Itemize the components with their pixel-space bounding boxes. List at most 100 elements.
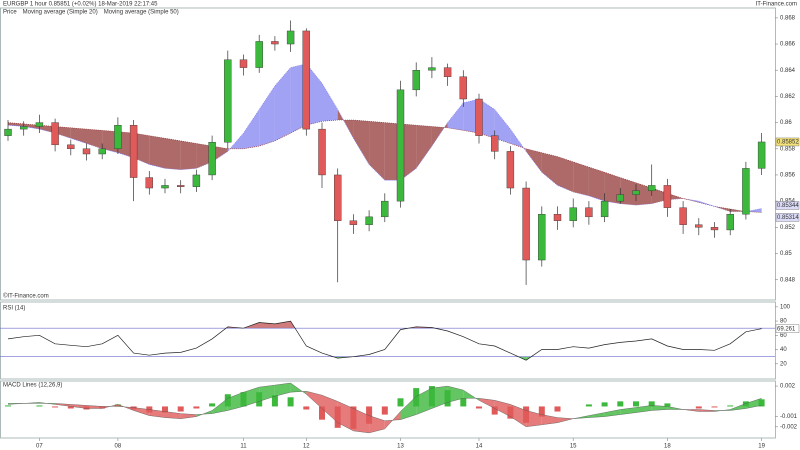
candle-body — [412, 70, 420, 91]
macd-fill — [479, 398, 495, 409]
ma-fill — [306, 63, 322, 126]
candle-body — [663, 185, 672, 208]
x-tick-label: 12 — [303, 444, 310, 450]
panel-title: MACD Lines (12,26,9) — [3, 383, 62, 389]
candle-body — [742, 168, 750, 215]
candle-body — [67, 144, 75, 149]
macd-fill — [180, 413, 197, 419]
macd-fill — [322, 395, 338, 423]
histogram-bar — [177, 406, 184, 412]
rsi-panel — [0, 301, 776, 380]
candle-body — [616, 194, 624, 202]
macd-fill — [588, 412, 605, 418]
y-tick-label: 40 — [780, 347, 787, 353]
candle-body — [4, 128, 12, 136]
macd-fill — [526, 410, 542, 427]
ma-fill — [588, 167, 605, 202]
histogram-bar — [319, 406, 325, 420]
x-tick-label: 13 — [397, 444, 404, 450]
candle-body — [553, 214, 562, 221]
macd-fill — [557, 417, 574, 423]
candle-body — [145, 177, 154, 189]
histogram-bar — [67, 406, 74, 409]
value-tag: 69.261 — [777, 326, 796, 332]
ma-fill — [526, 148, 542, 173]
ma-fill — [447, 102, 464, 131]
candle-body — [129, 124, 138, 178]
candle-body — [98, 148, 106, 155]
candle-body — [20, 126, 28, 130]
histogram-bar — [727, 405, 734, 407]
ma-fill — [196, 143, 213, 169]
macd-fill — [541, 414, 558, 425]
panel-title: RSI (14) — [3, 306, 25, 312]
ma-fill — [39, 125, 56, 134]
ma-fill — [667, 193, 684, 200]
candle-body — [585, 207, 593, 218]
value-tag-box — [775, 137, 800, 147]
histogram-bar — [287, 397, 294, 407]
y-tick-label: 0.864 — [780, 68, 796, 74]
macd-fill — [165, 411, 181, 419]
candle-body — [114, 124, 122, 149]
candle-body — [648, 185, 656, 191]
histogram-bar — [209, 403, 216, 407]
candle-body — [286, 30, 295, 45]
histogram-bar — [648, 401, 655, 407]
x-tick-label: 07 — [36, 444, 43, 450]
ma-fill — [494, 109, 511, 144]
candle-body — [396, 89, 405, 202]
macd-fill — [620, 407, 636, 415]
histogram-bar — [5, 405, 11, 407]
y-tick-label: -0.002 — [780, 424, 798, 430]
histogram-bar — [381, 406, 388, 415]
ma-fill — [180, 140, 197, 170]
macd-fill — [353, 408, 370, 433]
candle-body — [506, 151, 515, 189]
histogram-bar — [695, 406, 702, 409]
ma-fill — [102, 130, 118, 153]
ma-fill — [133, 133, 150, 165]
value-tag: 0.85314 — [777, 215, 799, 221]
x-tick-label: 14 — [476, 444, 483, 450]
y-tick-label: 0.868 — [780, 15, 796, 21]
y-tick-label: 0.002 — [780, 384, 796, 390]
histogram-bar — [617, 401, 624, 407]
y-tick-label: 0.856 — [780, 173, 796, 179]
ma-fill — [463, 99, 479, 134]
candle-body — [679, 207, 687, 225]
candle-body — [334, 174, 342, 221]
ma-fill — [400, 123, 417, 181]
ma-fill — [8, 122, 24, 127]
chart-title: EURGBP 1 hour 0.85851 (+0.02%) 18-Mar-20… — [3, 2, 158, 8]
candle-body — [176, 185, 185, 187]
ma-fill — [353, 120, 370, 165]
macd-fill — [416, 388, 432, 415]
histogram-bar — [193, 406, 200, 409]
histogram-bar — [162, 406, 168, 413]
legend-entry: Moving average (Simple 50) — [104, 10, 179, 16]
ma-fill — [479, 99, 495, 139]
watermark: ©IT-Finance.com — [3, 293, 49, 300]
candle-body — [443, 67, 452, 77]
ma-fill — [636, 182, 652, 206]
candle-body — [208, 142, 216, 176]
ma-fill — [557, 156, 574, 192]
histogram-bar — [633, 401, 639, 407]
ma-fill — [149, 135, 165, 169]
macd-fill — [149, 409, 165, 418]
macd-fill — [494, 400, 511, 417]
candle-body — [522, 187, 530, 261]
macd-fill — [133, 407, 150, 416]
candle-body — [600, 200, 609, 218]
ma-fill — [117, 131, 134, 158]
macd-fill — [70, 404, 87, 409]
value-tag-box — [775, 201, 800, 210]
ma-fill — [510, 129, 527, 152]
macd-fill — [369, 415, 385, 433]
ma-fill — [259, 85, 275, 147]
ma-fill — [620, 177, 636, 206]
candle-body — [695, 224, 703, 228]
